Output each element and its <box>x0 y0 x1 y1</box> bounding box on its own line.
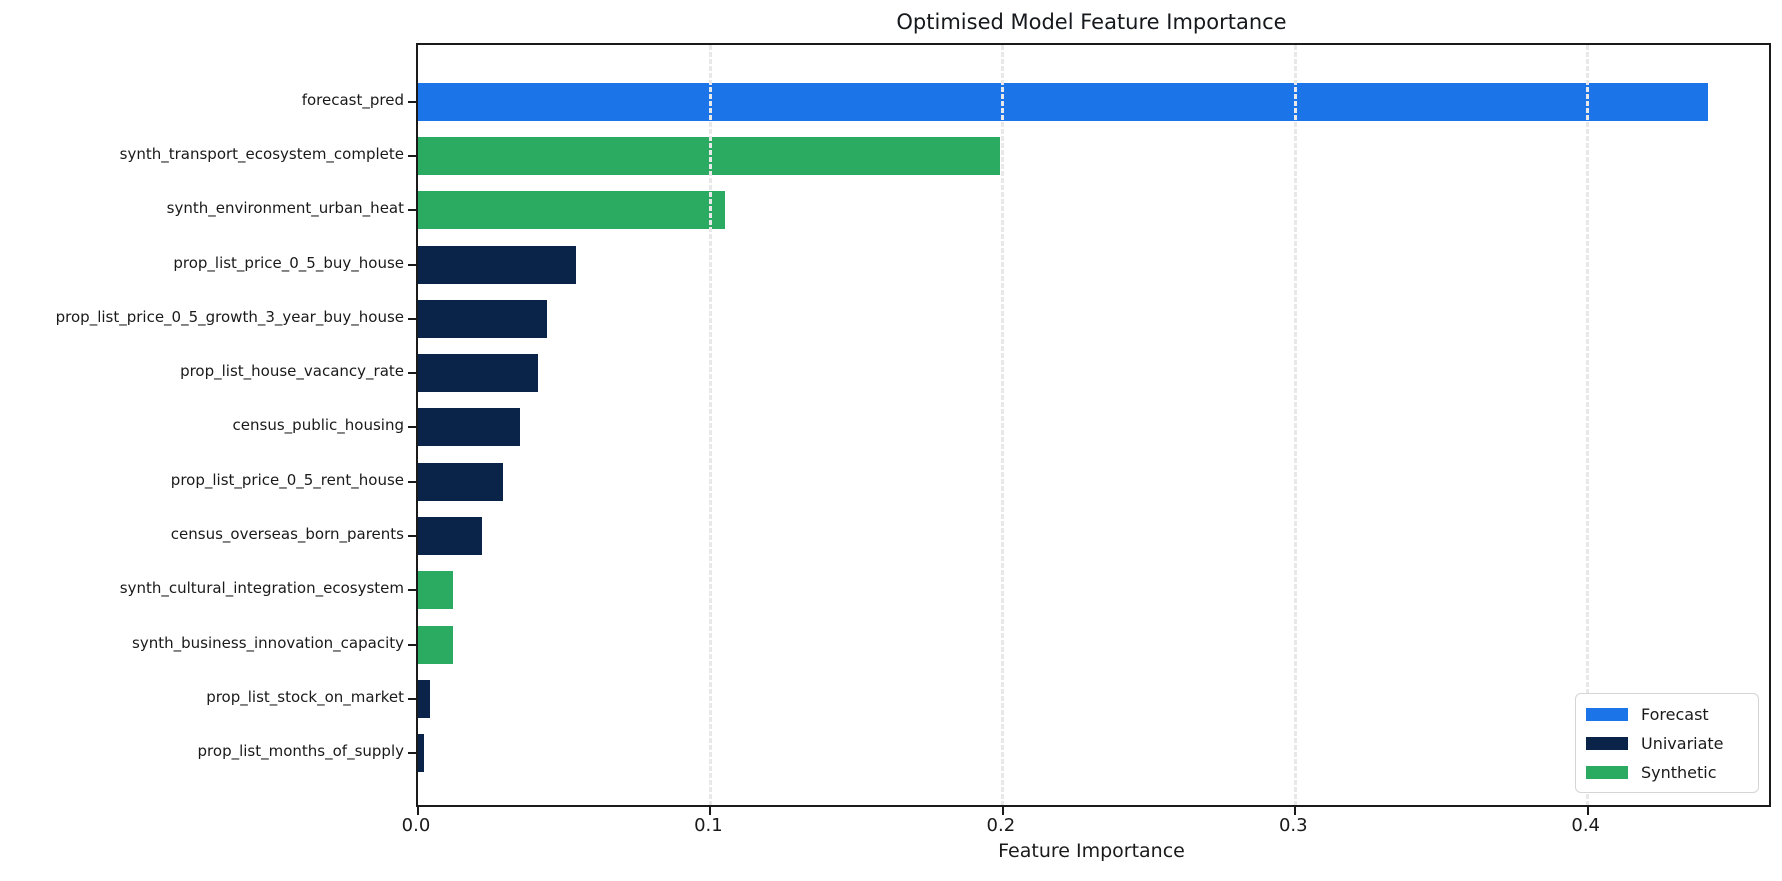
y-label-prop_list_stock_on_market: prop_list_stock_on_market <box>206 687 404 706</box>
x-axis-title: Feature Importance <box>998 840 1185 862</box>
x-tick <box>417 807 419 815</box>
y-tick <box>408 426 416 429</box>
y-tick <box>408 480 416 483</box>
legend-row-univariate: Univariate <box>1586 732 1748 754</box>
gridline-0.2 <box>1001 45 1005 805</box>
x-tick-label-0.1: 0.1 <box>694 815 723 836</box>
x-tick-label-0.0: 0.0 <box>401 815 431 836</box>
legend-label-univariate: Univariate <box>1641 733 1724 753</box>
synthetic-swatch-icon <box>1586 765 1628 779</box>
y-label-prop_list_price_0_5_growth_3_year_buy_house: prop_list_price_0_5_growth_3_year_buy_ho… <box>55 307 404 326</box>
x-tick-label-0.3: 0.3 <box>1278 815 1308 836</box>
bar-prop_list_stock_on_market <box>418 679 430 718</box>
y-tick <box>408 589 416 592</box>
bar-census_overseas_born_parents <box>418 517 483 555</box>
y-tick <box>408 263 416 266</box>
y-label-synth_cultural_integration_ecosystem: synth_cultural_integration_ecosystem <box>119 579 404 598</box>
y-label-prop_list_house_vacancy_rate: prop_list_house_vacancy_rate <box>180 362 404 381</box>
legend: Forecast Univariate Synthetic <box>1575 693 1759 793</box>
univariate-swatch-icon <box>1586 736 1628 750</box>
legend-label-forecast: Forecast <box>1641 704 1709 724</box>
y-label-prop_list_price_0_5_rent_house: prop_list_price_0_5_rent_house <box>170 470 404 489</box>
x-tick <box>1586 807 1589 815</box>
bar-forecast_pred <box>418 82 1708 121</box>
bar-synth_business_innovation_capacity <box>418 625 454 664</box>
bar-prop_list_months_of_supply <box>418 734 424 773</box>
legend-row-forecast: Forecast <box>1586 703 1748 725</box>
y-label-census_overseas_born_parents: census_overseas_born_parents <box>170 525 404 543</box>
gridline-0.3 <box>1293 45 1297 805</box>
y-tick <box>408 697 416 700</box>
y-label-prop_list_price_0_5_buy_house: prop_list_price_0_5_buy_house <box>173 253 404 272</box>
forecast-swatch-icon <box>1586 707 1628 721</box>
y-label-prop_list_months_of_supply: prop_list_months_of_supply <box>197 742 404 761</box>
y-tick <box>408 154 416 157</box>
x-tick <box>709 807 712 815</box>
y-tick <box>408 535 416 537</box>
x-tick-label-0.2: 0.2 <box>986 815 1016 836</box>
bar-prop_list_price_0_5_growth_3_year_buy_house <box>418 299 547 338</box>
y-label-synth_business_innovation_capacity: synth_business_innovation_capacity <box>132 633 404 652</box>
chart-title: Optimised Model Feature Importance <box>896 10 1287 34</box>
y-label-synth_environment_urban_heat: synth_environment_urban_heat <box>166 199 404 218</box>
y-label-census_public_housing: census_public_housing <box>232 416 404 435</box>
bar-prop_list_house_vacancy_rate <box>418 354 538 393</box>
y-tick <box>408 100 416 103</box>
legend-label-synthetic: Synthetic <box>1641 762 1717 782</box>
bar-prop_list_price_0_5_buy_house <box>418 245 576 284</box>
legend-row-synthetic: Synthetic <box>1586 761 1748 783</box>
bar-synth_cultural_integration_ecosystem <box>418 571 454 610</box>
gridline-0.1 <box>708 45 712 805</box>
y-tick <box>408 317 416 320</box>
y-tick <box>408 752 416 755</box>
y-tick <box>408 209 416 212</box>
y-tick <box>408 372 416 375</box>
y-tick <box>408 643 416 646</box>
bar-synth_environment_urban_heat <box>418 191 726 230</box>
x-tick-label-0.4: 0.4 <box>1571 815 1601 836</box>
plot-area <box>408 43 1771 815</box>
bar-census_public_housing <box>418 408 521 447</box>
gridline-0.4 <box>1586 45 1590 805</box>
y-label-forecast_pred: forecast_pred <box>301 90 404 109</box>
y-label-synth_transport_ecosystem_complete: synth_transport_ecosystem_complete <box>119 144 404 163</box>
x-tick <box>1001 807 1004 815</box>
x-tick <box>1294 807 1297 815</box>
bar-prop_list_price_0_5_rent_house <box>418 462 503 501</box>
